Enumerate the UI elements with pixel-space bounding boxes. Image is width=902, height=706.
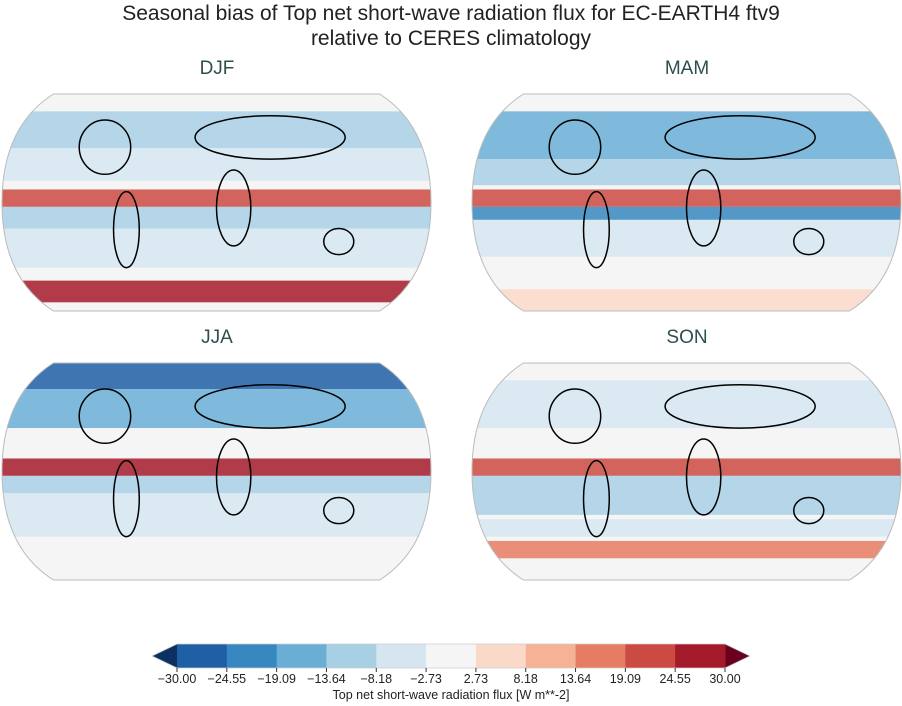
colorbar-tick-label: 13.64 [559,672,592,686]
colorbar-tick-label: −30.00 [157,672,197,686]
bias-band [472,94,901,112]
bias-band [472,380,901,429]
colorbar-over-arrow [725,644,750,668]
coastline [582,459,611,538]
bias-band [2,363,431,390]
coastline [793,496,825,525]
coastline [793,227,825,256]
bias-band [2,228,431,268]
coastline [78,388,132,445]
bias-band [2,111,431,149]
coastline [323,496,355,525]
colorbar-segment [276,644,327,668]
coastline [685,169,722,247]
map-border [471,93,902,312]
bias-band [472,219,901,257]
colorbar-segment [475,644,527,668]
colorbar-segment [177,644,228,668]
map-panel-mam [471,93,902,312]
coastline [548,388,602,445]
panel-title-mam: MAM [664,58,710,79]
colorbar-tick-label: 24.55 [659,672,691,686]
colorbar-label: Top net short-wave radiation flux [W m**… [332,688,570,702]
map-border [1,362,432,581]
coastline [323,227,355,256]
colorbar-tick-label: −19.09 [257,672,296,686]
bias-band [472,159,901,186]
bias-band [2,148,431,181]
colorbar-under-arrow [152,644,177,668]
figure-title-line2: relative to CERES climatology [310,27,592,50]
coastline [582,190,611,269]
coastline [548,119,602,176]
panel-title-son: SON [666,327,708,348]
bias-band [2,94,431,112]
coastline [664,383,816,429]
colorbar-tick-label: −2.73 [410,672,442,686]
colorbar-segment [575,644,626,668]
map-panel-jja [1,362,432,581]
coastline [685,438,722,516]
bias-band [472,289,901,311]
colorbar-tick-label: 19.09 [609,672,641,686]
colorbar [151,643,751,672]
bias-band [2,547,431,580]
bias-band [2,493,431,537]
colorbar-tick-label: −13.64 [307,672,346,686]
panel-title-djf: DJF [199,58,235,79]
colorbar-tick-label: 8.18 [513,672,538,686]
coastline [194,114,346,160]
coastline [194,383,346,429]
colorbar-segment [426,644,477,668]
colorbar-tick-label: 30.00 [709,672,741,686]
map-border [1,93,432,312]
bias-band [472,519,901,537]
panel-title-jja: JJA [201,327,233,348]
colorbar-tick-label: 2.73 [463,672,489,686]
coastline [664,114,816,160]
colorbar-segment [525,644,577,668]
bias-band [472,540,901,559]
map-panel-son [471,362,902,581]
coastline [112,190,141,269]
map-panel-djf [1,93,432,312]
bias-band [472,363,901,381]
bias-band [472,111,901,160]
bias-band [2,280,431,303]
colorbar-tick-label: −8.18 [360,672,393,686]
colorbar-segment [376,644,427,668]
bias-band [472,428,901,455]
figure-title-line1: Seasonal bias of Top net short-wave radi… [122,2,780,25]
coastline [215,438,252,516]
colorbar-tick-label: −24.55 [207,672,247,686]
colorbar-segment [226,644,278,668]
map-border [471,362,902,581]
coastline [112,459,141,538]
colorbar-segment [625,644,676,668]
coastline [78,119,132,176]
bias-band [2,428,431,455]
colorbar-segment [326,644,377,668]
coastline [215,169,252,247]
colorbar-segment [675,644,726,668]
